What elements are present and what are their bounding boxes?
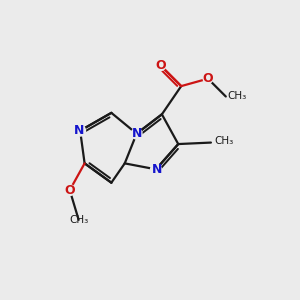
Circle shape	[151, 164, 161, 175]
Circle shape	[75, 125, 86, 136]
Text: CH₃: CH₃	[214, 136, 233, 146]
Text: O: O	[202, 72, 213, 85]
Circle shape	[131, 128, 142, 139]
Text: N: N	[152, 163, 163, 176]
Text: N: N	[74, 124, 84, 137]
Circle shape	[64, 185, 75, 196]
Circle shape	[203, 74, 213, 83]
Circle shape	[155, 60, 166, 70]
Text: CH₃: CH₃	[69, 215, 88, 225]
Text: CH₃: CH₃	[227, 91, 247, 100]
Text: O: O	[64, 184, 75, 196]
Text: N: N	[131, 127, 142, 140]
Text: O: O	[155, 59, 166, 72]
